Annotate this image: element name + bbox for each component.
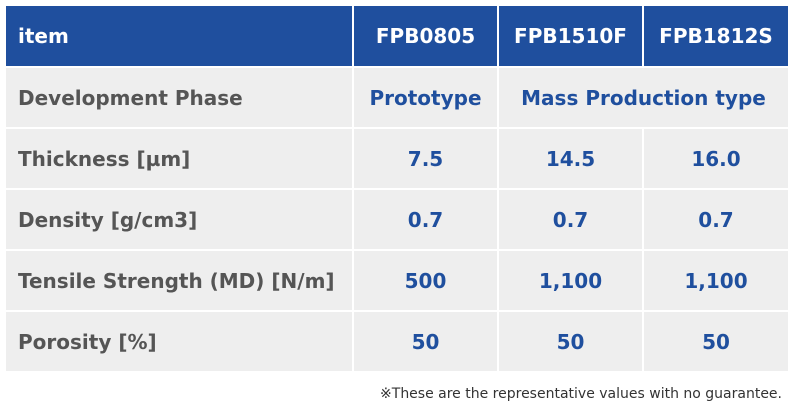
header-fpb1510f: FPB1510F xyxy=(498,6,644,68)
row-label-density: Density [g/cm3] xyxy=(6,189,354,251)
thickness-fpb0805: 7.5 xyxy=(353,128,499,190)
density-fpb0805: 0.7 xyxy=(353,189,499,251)
table-body: Development Phase Prototype Mass Product… xyxy=(6,67,788,373)
porosity-fpb1812s: 50 xyxy=(643,311,788,373)
porosity-fpb0805: 50 xyxy=(353,311,499,373)
table-row: Porosity [%] 50 50 50 xyxy=(6,311,788,373)
header-fpb1812s: FPB1812S xyxy=(643,6,788,68)
tensile-fpb0805: 500 xyxy=(353,250,499,312)
density-fpb1510f: 0.7 xyxy=(498,189,644,251)
row-label-tensile-strength: Tensile Strength (MD) [N/m] xyxy=(6,250,354,312)
header-item: item xyxy=(6,6,354,68)
tensile-fpb1812s: 1,100 xyxy=(643,250,788,312)
density-fpb1812s: 0.7 xyxy=(643,189,788,251)
porosity-fpb1510f: 50 xyxy=(498,311,644,373)
thickness-fpb1812s: 16.0 xyxy=(643,128,788,190)
table-row: Density [g/cm3] 0.7 0.7 0.7 xyxy=(6,189,788,251)
header-row: item FPB0805 FPB1510F FPB1812S xyxy=(6,6,788,68)
table-header: item FPB0805 FPB1510F FPB1812S xyxy=(6,6,788,68)
thickness-fpb1510f: 14.5 xyxy=(498,128,644,190)
row-label-development-phase: Development Phase xyxy=(6,67,354,129)
table-row: Thickness [µm] 7.5 14.5 16.0 xyxy=(6,128,788,190)
spec-table: item FPB0805 FPB1510F FPB1812S Developme… xyxy=(6,6,788,373)
row-label-thickness: Thickness [µm] xyxy=(6,128,354,190)
phase-mass-production-cell: Mass Production type xyxy=(498,67,788,129)
tensile-fpb1510f: 1,100 xyxy=(498,250,644,312)
disclaimer-footnote: ※These are the representative values wit… xyxy=(380,386,782,402)
header-fpb0805: FPB0805 xyxy=(353,6,499,68)
table-row: Tensile Strength (MD) [N/m] 500 1,100 1,… xyxy=(6,250,788,312)
row-label-porosity: Porosity [%] xyxy=(6,311,354,373)
phase-prototype-cell: Prototype xyxy=(353,67,499,129)
table-row: Development Phase Prototype Mass Product… xyxy=(6,67,788,129)
